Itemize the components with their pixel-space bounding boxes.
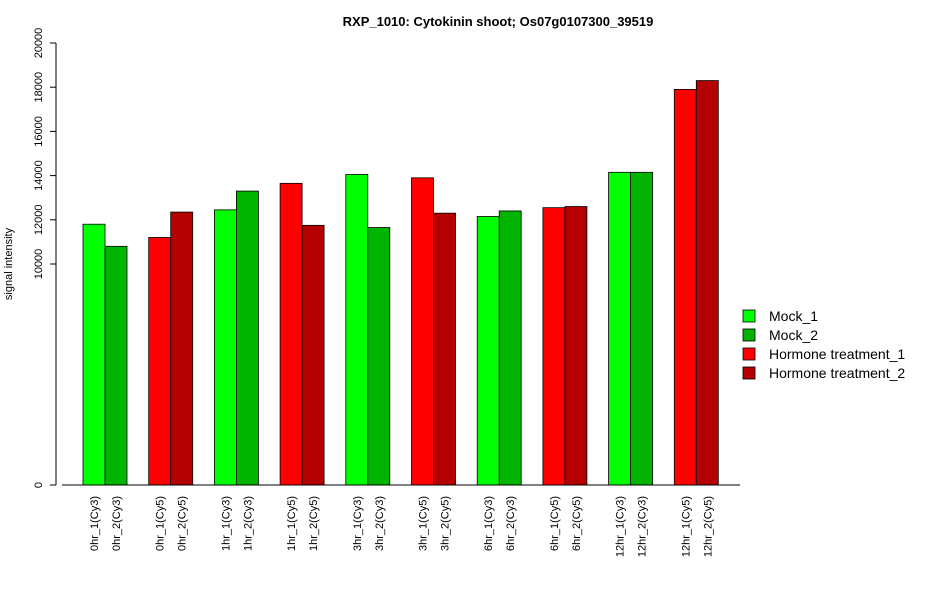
bar [673,89,697,486]
x-tick-label: 1hr_2(Cy5) [308,496,320,551]
y-tick-label: 18000 [33,72,45,103]
bar [564,206,588,486]
x-tick-label: 3hr_2(Cy5) [440,496,452,551]
bar [630,171,653,486]
bar [695,80,719,486]
x-tick-label: 6hr_2(Cy3) [505,496,517,551]
legend-swatch [742,347,756,361]
bar [235,190,259,486]
x-tick-label: 0hr_2(Cy5) [177,496,189,551]
bars-group [82,80,719,486]
legend-label: Hormone treatment_1 [769,346,905,362]
legend-swatch [742,328,756,342]
bar [301,224,325,486]
y-axis: 0 10000 12000 14000 16000 18000 20000 [33,28,57,488]
x-tick-label: 12hr_2(Cy5) [702,496,714,557]
y-axis-label: signal intensity [3,227,15,300]
bar [279,182,303,486]
chart-title: RXP_1010: Cytokinin shoot; Os07g0107300_… [343,14,654,29]
legend-label: Mock_1 [769,308,818,324]
x-tick-label: 6hr_2(Cy5) [571,496,583,551]
x-tick-label: 0hr_1(Cy3) [89,496,101,551]
bar [367,227,391,486]
bar [498,210,522,486]
x-tick-label: 1hr_1(Cy3) [220,496,232,551]
x-tick-label: 3hr_1(Cy5) [418,496,430,551]
x-tick-label: 6hr_1(Cy3) [483,496,495,551]
x-tick-labels: 0hr_1(Cy3) 0hr_2(Cy3) 0hr_1(Cy5) 0hr_2(Cy5)… [89,496,714,557]
legend-label: Mock_2 [769,327,818,343]
bar [170,211,194,486]
legend: Mock_1 Mock_2 Hormone treatment_1 Hormone t… [742,308,905,381]
x-tick-label: 0hr_2(Cy3) [111,496,123,551]
x-tick-label: 12hr_2(Cy3) [637,496,649,557]
y-tick-label: 14000 [33,160,45,191]
bar [411,177,434,486]
bar [345,174,369,486]
bar [476,216,500,486]
bar [608,171,631,486]
bar [433,212,456,486]
legend-swatch [742,366,756,380]
y-tick-label: 20000 [33,28,45,59]
x-tick-label: 0hr_1(Cy5) [155,496,167,551]
bar [148,237,172,486]
legend-label: Hormone treatment_2 [769,365,905,381]
x-tick-label: 6hr_1(Cy5) [549,496,561,551]
y-tick-label: 0 [33,482,45,488]
y-tick-label: 10000 [33,249,45,280]
x-tick-label: 3hr_1(Cy3) [352,496,364,551]
x-tick-label: 3hr_2(Cy3) [374,496,386,551]
y-tick-label: 12000 [33,205,45,236]
y-tick-label: 16000 [33,116,45,147]
x-tick-label: 12hr_1(Cy5) [680,496,692,557]
x-tick-label: 1hr_2(Cy3) [242,496,254,551]
bar [213,209,237,486]
bar [82,223,106,486]
bar [542,207,566,486]
x-tick-label: 12hr_1(Cy3) [615,496,627,557]
x-tick-label: 1hr_1(Cy5) [286,496,298,551]
bar [104,245,128,486]
legend-swatch [742,309,756,323]
